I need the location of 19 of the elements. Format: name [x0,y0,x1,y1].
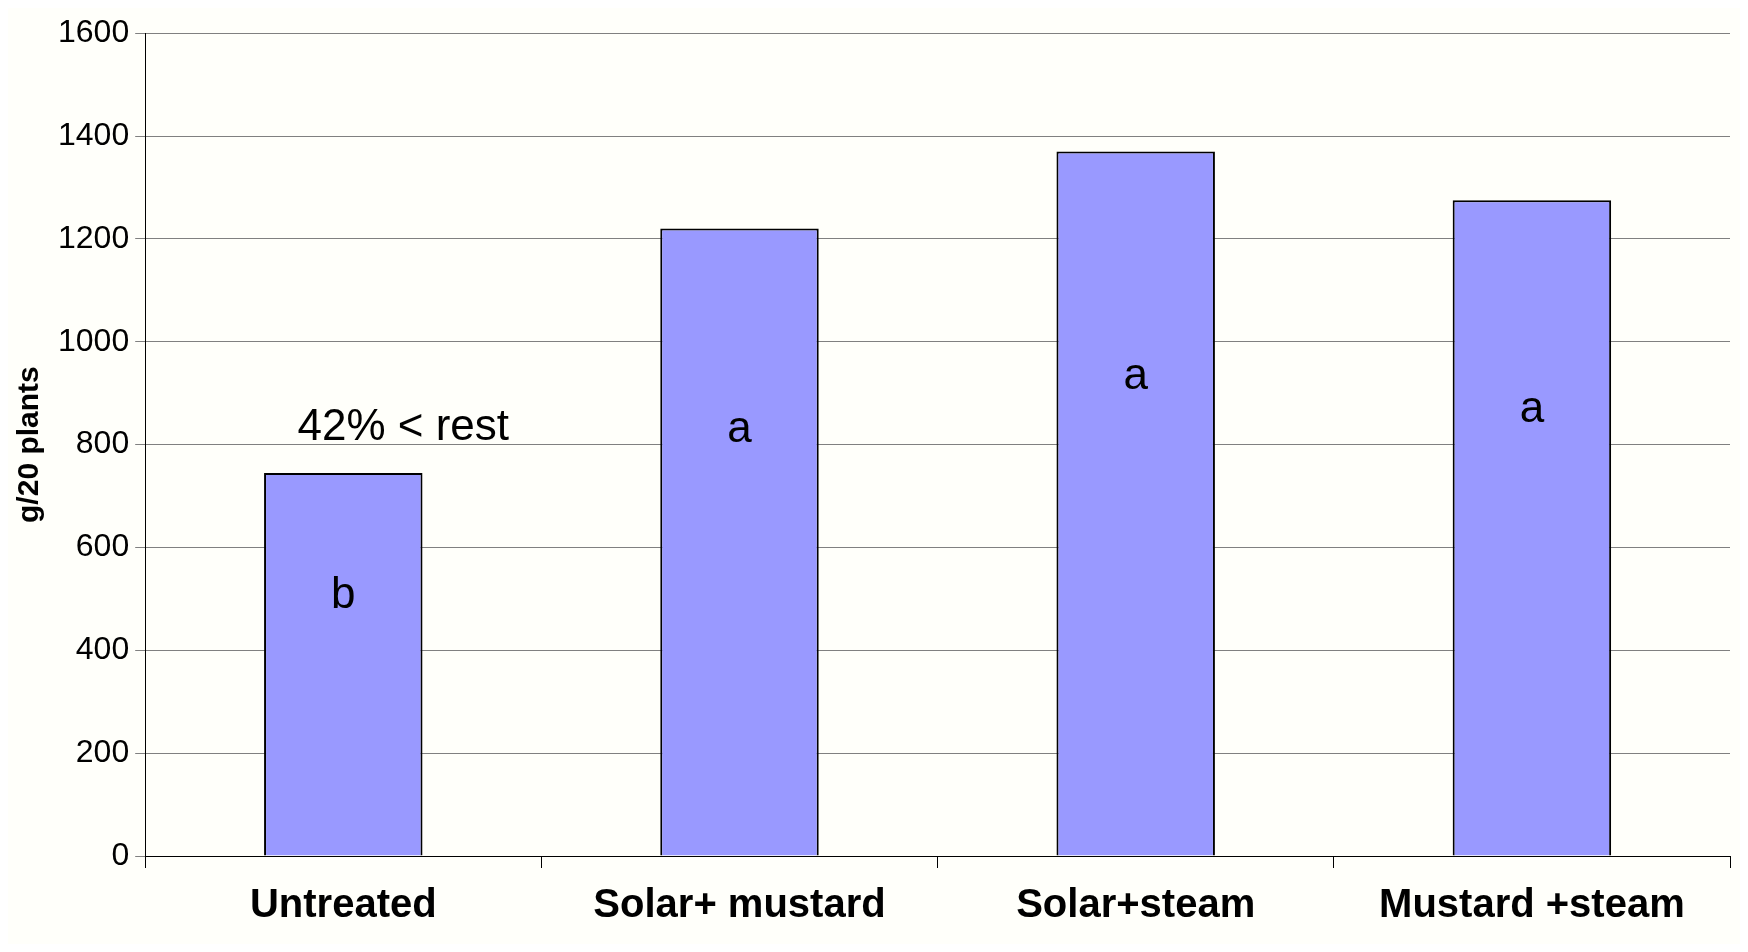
annotation: 42% < rest [297,400,510,450]
annotation: a [1123,349,1149,399]
y-tick-label: 1000 [58,321,130,358]
y-tick-label: 0 [111,835,130,872]
x-tick-label: Solar+ mustard [593,881,886,926]
y-tick-label: 800 [75,424,130,461]
y-axis-title: g/20 plants [11,366,45,523]
x-tick-label: Untreated [249,881,437,926]
annotation: b [331,567,356,617]
y-tick-label: 1400 [58,115,130,152]
x-tick-label: Solar+steam [1016,881,1256,926]
annotation: a [727,401,753,451]
annotation: a [1519,382,1545,432]
y-tick-label: 1200 [58,218,130,255]
y-tick-label: 200 [75,732,130,769]
x-tick-label: Mustard +steam [1379,881,1685,926]
y-tick-label: 1600 [58,13,130,50]
y-tick-label: 600 [75,527,130,564]
y-tick-label: 400 [75,630,130,667]
